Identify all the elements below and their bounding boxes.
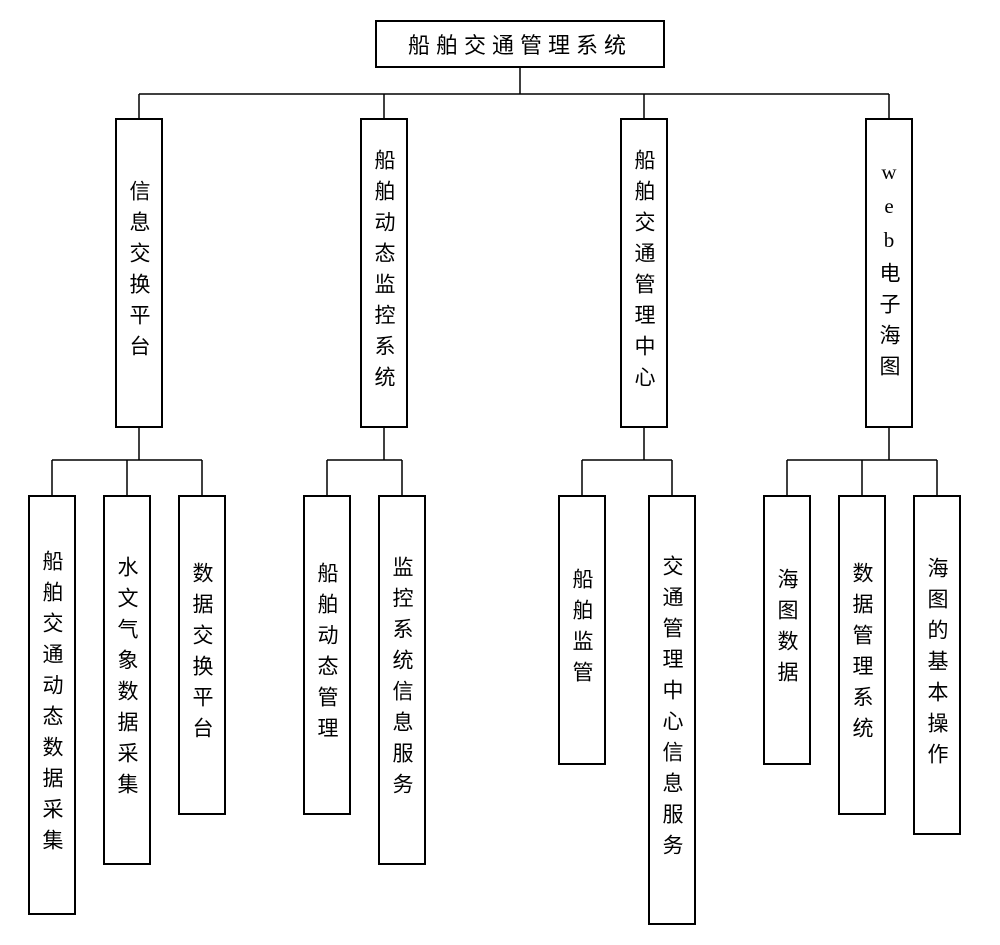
level3-label: 海图数据 — [772, 568, 802, 692]
root-label: 船舶交通管理系统 — [408, 28, 632, 60]
level3-node: 数据交换平台 — [178, 495, 226, 815]
level3-node: 船舶动态管理 — [303, 495, 351, 815]
level3-node: 海图数据 — [763, 495, 811, 765]
level2-node: 信息交换平台 — [115, 118, 163, 428]
level3-node: 海图的基本操作 — [913, 495, 961, 835]
level2-label: 信息交换平台 — [124, 180, 154, 366]
level3-label: 交通管理中心信息服务 — [657, 555, 687, 865]
level3-node: 交通管理中心信息服务 — [648, 495, 696, 925]
level3-node: 船舶交通动态数据采集 — [28, 495, 76, 915]
level3-label: 船舶监管 — [567, 568, 597, 692]
level3-node: 数据管理系统 — [838, 495, 886, 815]
level2-label: web电子海图 — [874, 160, 904, 386]
level3-node: 监控系统信息服务 — [378, 495, 426, 865]
tree-diagram: 船舶交通管理系统 信息交换平台 船舶动态监控系统 船舶交通管理中心 web电子海图船舶… — [0, 0, 1000, 945]
level3-label: 船舶动态管理 — [312, 562, 342, 748]
level2-label: 船舶交通管理中心 — [629, 149, 659, 397]
level3-label: 船舶交通动态数据采集 — [37, 550, 67, 860]
level3-label: 监控系统信息服务 — [387, 556, 417, 804]
level3-label: 水文气象数据采集 — [112, 556, 142, 804]
level2-node: 船舶交通管理中心 — [620, 118, 668, 428]
level3-node: 船舶监管 — [558, 495, 606, 765]
level2-node: 船舶动态监控系统 — [360, 118, 408, 428]
level3-label: 数据交换平台 — [187, 562, 217, 748]
level2-label: 船舶动态监控系统 — [369, 149, 399, 397]
level3-label: 海图的基本操作 — [922, 557, 952, 774]
level3-node: 水文气象数据采集 — [103, 495, 151, 865]
level3-label: 数据管理系统 — [847, 562, 877, 748]
level2-node: web电子海图 — [865, 118, 913, 428]
root-node: 船舶交通管理系统 — [375, 20, 665, 68]
